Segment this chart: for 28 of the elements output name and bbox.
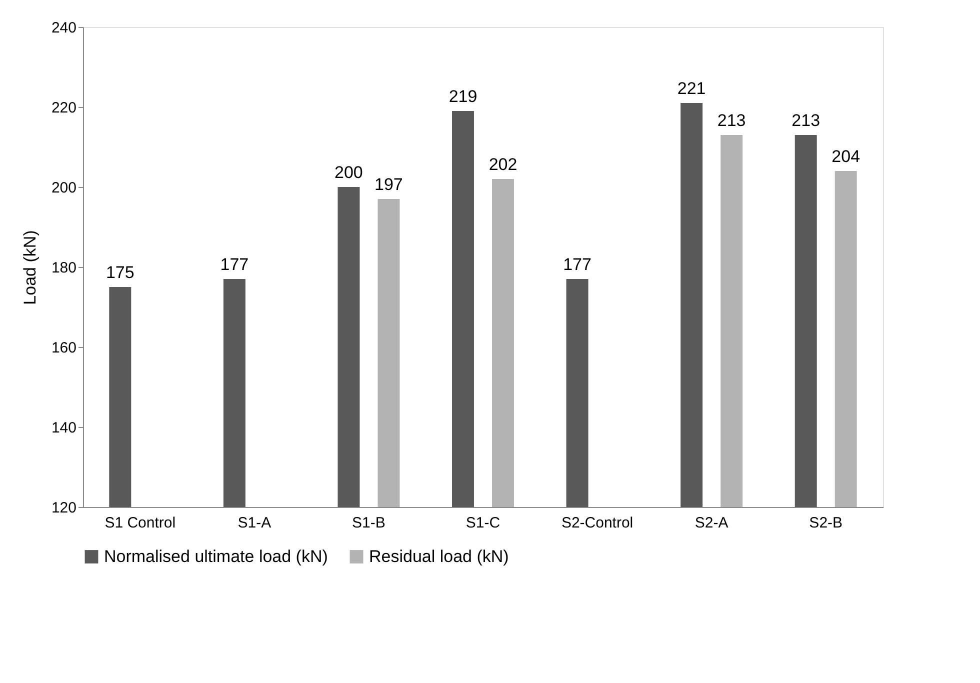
y-tick-label: 160 — [51, 340, 76, 356]
x-tick-label: S2-Control — [561, 514, 634, 532]
x-tick-label: S1 Control — [104, 514, 176, 532]
x-tick-label: S2-B — [809, 514, 843, 532]
y-tick-label: 200 — [51, 180, 76, 196]
y-axis-title: Load (kN) — [20, 230, 40, 305]
x-tick-label: S1-B — [352, 514, 386, 532]
y-tick-label: 220 — [51, 100, 76, 116]
data-label: 177 — [563, 255, 592, 274]
data-label: 221 — [677, 79, 706, 98]
x-tick-label: S1-A — [238, 514, 272, 532]
y-tick-label: 240 — [51, 20, 76, 36]
data-label: 175 — [106, 263, 134, 282]
data-label: 213 — [792, 111, 820, 130]
legend-label: Residual load (kN) — [369, 546, 509, 566]
y-tick-label: 140 — [51, 420, 76, 436]
data-label: 202 — [488, 155, 518, 174]
y-tick-label: 180 — [51, 260, 76, 276]
data-label: 219 — [448, 87, 478, 106]
data-label: 200 — [334, 163, 363, 182]
data-label: 197 — [374, 175, 403, 194]
y-tick-label: 120 — [51, 500, 76, 516]
data-label: 213 — [717, 111, 746, 130]
data-label: 204 — [832, 147, 860, 166]
x-tick-label: S1-C — [466, 514, 500, 532]
x-tick-label: S2-A — [694, 514, 728, 532]
data-label: 177 — [220, 255, 249, 274]
legend-label: Normalised ultimate load (kN) — [104, 546, 328, 566]
